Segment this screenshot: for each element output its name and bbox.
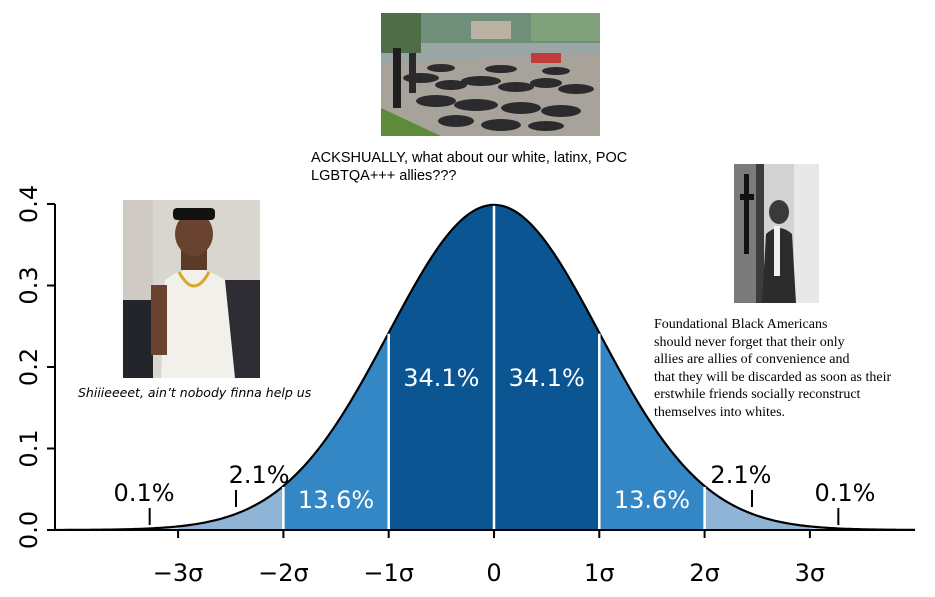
sigma-dividers xyxy=(282,205,706,530)
caption-right: Foundational Black Americans should neve… xyxy=(654,316,934,421)
caption-top: ACKSHUALLY, what about our white, latinx… xyxy=(311,150,628,184)
y-tick-label: 0.0 xyxy=(15,511,43,549)
y-tick-label: 0.1 xyxy=(15,429,43,467)
x-tick-label: −2σ xyxy=(258,559,309,587)
band-area-0 xyxy=(178,486,284,530)
x-tick-label: 1σ xyxy=(584,559,614,587)
band-area-5 xyxy=(704,486,810,530)
bell-curve-line xyxy=(54,203,916,532)
y-tick-label: 0.2 xyxy=(15,348,43,386)
caption-right-line: Foundational Black Americans xyxy=(654,317,828,332)
caption-left: Shiiieeeet, ain’t nobody finna help us xyxy=(78,385,312,400)
tail-label-left: 0.1% xyxy=(114,479,175,507)
protest-photo xyxy=(381,13,600,136)
x-tick-label: 0 xyxy=(486,559,501,587)
band-label-mid: 13.6% xyxy=(298,486,374,514)
y-tick-label: 0.3 xyxy=(15,266,43,304)
axes: −3σ −2σ −1σ 0 1σ 2σ 3σ 0.0 0.1 0.2 0.3 0.4 xyxy=(15,185,915,587)
band-label-outer: 2.1% xyxy=(710,461,771,489)
man-at-window-photo xyxy=(734,164,819,303)
caption-right-line: that they will be discarded as soon as t… xyxy=(654,369,892,385)
caption-right-line: themselves into whites. xyxy=(654,404,786,420)
band-label-outer: 2.1% xyxy=(229,461,290,489)
x-tick-label: 3σ xyxy=(795,559,825,587)
band-percentage-labels: 2.1% 13.6% 34.1% 34.1% 13.6% 2.1% 0.1% 0.1% xyxy=(114,364,875,525)
band-label-center: 34.1% xyxy=(509,364,585,392)
x-tick-label: 2σ xyxy=(689,559,719,587)
caption-right-line: allies are allies of convenience and xyxy=(654,352,850,367)
x-tick-label: −3σ xyxy=(153,559,204,587)
tail-label-right: 0.1% xyxy=(814,479,875,507)
x-tick-label: −1σ xyxy=(363,559,414,587)
caption-right-line: erstwhile friends socially reconstruct xyxy=(654,387,861,402)
caption-right-line: should never forget that their only xyxy=(654,334,845,350)
band-label-mid: 13.6% xyxy=(614,486,690,514)
man-white-shirt-photo xyxy=(123,200,260,378)
band-label-center: 34.1% xyxy=(403,364,479,392)
y-tick-label: 0.4 xyxy=(15,185,43,223)
